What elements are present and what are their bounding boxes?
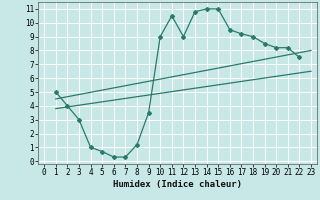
X-axis label: Humidex (Indice chaleur): Humidex (Indice chaleur) — [113, 180, 242, 189]
